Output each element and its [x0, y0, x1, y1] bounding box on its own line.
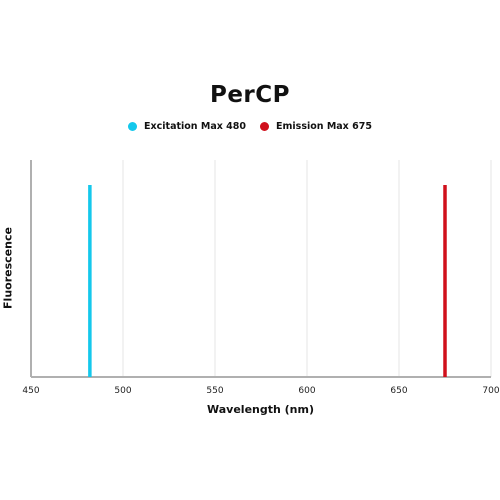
- legend-marker-emission: [260, 122, 270, 131]
- legend-label-excitation: Excitation Max 480: [144, 121, 247, 132]
- x-tick-label-550: 550: [206, 386, 223, 396]
- x-axis-label: Wavelength (nm): [207, 403, 314, 416]
- legend-item-excitation: Excitation Max 480: [128, 121, 246, 132]
- legend-label-emission: Emission Max 675: [276, 121, 372, 132]
- x-tick-label-500: 500: [114, 386, 131, 396]
- legend: Excitation Max 480 Emission Max 675: [0, 121, 500, 132]
- x-tick-label-450: 450: [22, 386, 39, 396]
- x-tick-label-700: 700: [482, 386, 499, 396]
- x-tick-label-600: 600: [298, 386, 315, 396]
- x-tick-label-650: 650: [390, 386, 407, 396]
- chart-title: PerCP: [209, 82, 291, 108]
- legend-marker-excitation: [128, 122, 138, 131]
- legend-item-emission: Emission Max 675: [260, 121, 372, 132]
